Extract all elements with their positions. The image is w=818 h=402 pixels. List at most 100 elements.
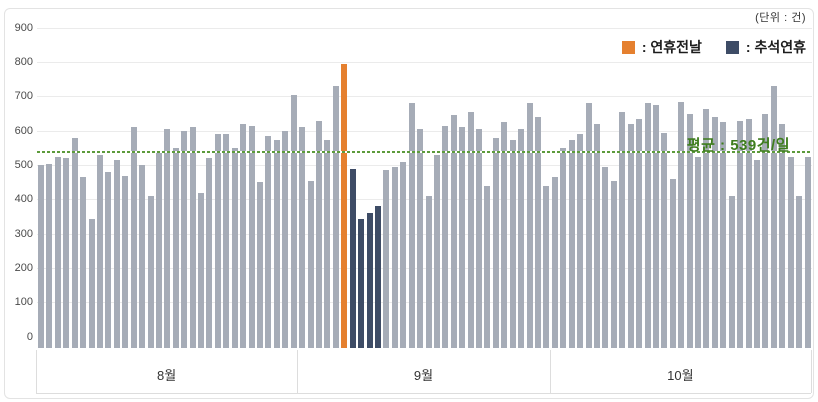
bar bbox=[71, 137, 78, 348]
bar bbox=[299, 127, 306, 348]
month-label: 10월 bbox=[667, 368, 694, 383]
bar bbox=[543, 185, 550, 348]
y-tick-label: 700 bbox=[14, 90, 33, 103]
bar bbox=[198, 192, 205, 348]
bar bbox=[265, 136, 272, 348]
bar bbox=[105, 172, 112, 348]
gridline bbox=[37, 130, 812, 132]
y-tick-label: 900 bbox=[14, 21, 33, 34]
gridline bbox=[37, 96, 812, 98]
bar bbox=[433, 154, 440, 348]
bar bbox=[711, 117, 718, 348]
bar bbox=[770, 86, 777, 348]
bar bbox=[720, 122, 727, 348]
bar bbox=[610, 180, 617, 348]
y-tick-label: 100 bbox=[14, 296, 33, 309]
average-line bbox=[37, 150, 812, 153]
month-divider bbox=[811, 350, 812, 393]
gridline bbox=[37, 164, 812, 166]
legend-item-chuseok-holiday: : 추석연휴 bbox=[725, 37, 806, 57]
bar bbox=[560, 148, 567, 348]
bar bbox=[526, 103, 533, 348]
gridline bbox=[37, 268, 812, 269]
bar bbox=[96, 154, 103, 348]
bar bbox=[54, 156, 61, 348]
bar bbox=[223, 134, 230, 348]
y-tick-label: 600 bbox=[14, 124, 33, 137]
bar bbox=[290, 94, 297, 348]
bar bbox=[636, 118, 643, 348]
bar bbox=[678, 101, 685, 348]
month-divider bbox=[297, 350, 299, 393]
bar-day-before-holiday bbox=[341, 63, 348, 348]
bar bbox=[425, 196, 432, 348]
bar bbox=[754, 160, 761, 348]
gridline bbox=[37, 27, 812, 29]
bar bbox=[332, 86, 339, 348]
y-tick-label: 400 bbox=[14, 193, 33, 206]
bar bbox=[535, 117, 541, 348]
bar bbox=[652, 105, 659, 348]
bar bbox=[467, 112, 474, 348]
gridline bbox=[37, 302, 812, 304]
bar bbox=[189, 127, 196, 348]
bar bbox=[602, 166, 609, 348]
bar bbox=[619, 112, 626, 348]
bar bbox=[324, 139, 331, 348]
bar bbox=[577, 134, 584, 348]
bar bbox=[796, 196, 803, 348]
bar bbox=[551, 177, 558, 348]
bar bbox=[408, 103, 415, 348]
bar bbox=[459, 127, 466, 348]
month-label: 9월 bbox=[413, 368, 434, 383]
bar-chuseok-holiday bbox=[358, 218, 365, 348]
bar bbox=[46, 163, 53, 348]
bar bbox=[518, 129, 525, 348]
bar bbox=[779, 124, 786, 348]
legend-label-chuseok-holiday: : 추석연휴 bbox=[745, 39, 806, 55]
bar bbox=[501, 122, 508, 348]
unit-label: (단위 : 건) bbox=[755, 12, 806, 24]
bar bbox=[728, 196, 735, 348]
bar bbox=[88, 218, 95, 348]
bar bbox=[257, 182, 264, 348]
bar bbox=[155, 151, 162, 348]
y-tick-label: 300 bbox=[14, 227, 33, 240]
y-tick-label: 800 bbox=[14, 55, 33, 68]
bar bbox=[273, 139, 280, 348]
bar bbox=[669, 179, 676, 348]
bar bbox=[315, 120, 322, 348]
bar bbox=[164, 129, 171, 348]
bar bbox=[745, 118, 752, 348]
bar bbox=[391, 166, 398, 348]
bar bbox=[80, 177, 87, 348]
bar bbox=[113, 160, 120, 348]
bar bbox=[240, 124, 247, 348]
bar bbox=[737, 120, 744, 348]
average-label: 평균 : 539건/일 bbox=[686, 136, 790, 154]
bar bbox=[509, 139, 516, 348]
bar-chuseok-holiday bbox=[374, 206, 381, 348]
bar-chuseok-holiday bbox=[366, 213, 373, 348]
bar bbox=[593, 124, 600, 348]
bar bbox=[661, 132, 668, 348]
bar bbox=[147, 196, 154, 348]
bar bbox=[476, 129, 483, 348]
bar bbox=[762, 113, 769, 348]
bar bbox=[38, 165, 44, 348]
y-tick-label: 200 bbox=[14, 262, 33, 274]
bar bbox=[568, 139, 575, 348]
legend-label-day-before-holiday: : 연휴전날 bbox=[641, 39, 702, 55]
month-divider bbox=[36, 350, 37, 393]
bar bbox=[383, 170, 390, 348]
gridline bbox=[37, 61, 812, 63]
bar bbox=[450, 115, 457, 348]
bar bbox=[214, 134, 221, 348]
gridline bbox=[37, 233, 812, 235]
bar bbox=[787, 156, 794, 348]
month-label: 8월 bbox=[156, 368, 177, 383]
y-tick-label: 0 bbox=[26, 330, 33, 343]
bar bbox=[181, 130, 188, 348]
legend-item-day-before-holiday: : 연휴전날 bbox=[621, 37, 702, 57]
navy-swatch-icon bbox=[725, 40, 739, 54]
